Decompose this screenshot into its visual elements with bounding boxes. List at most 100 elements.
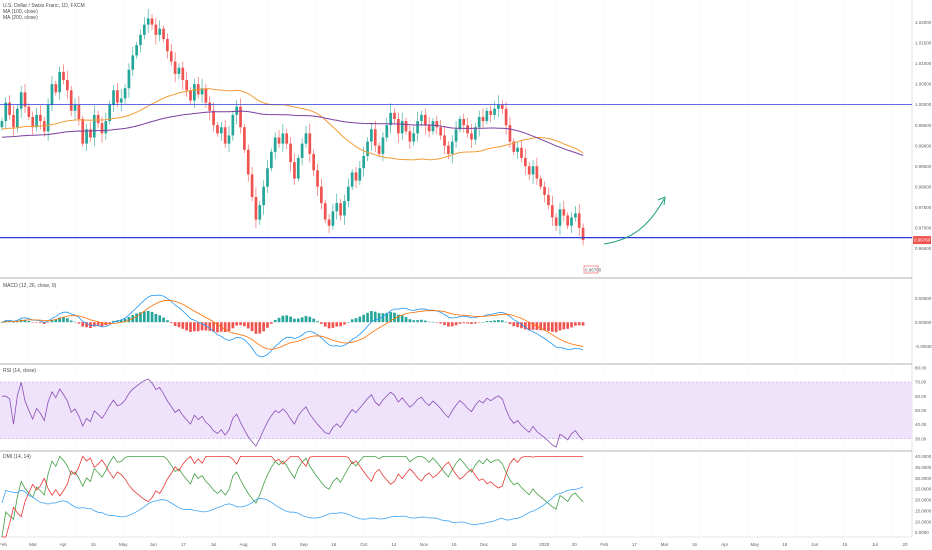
candle-body	[339, 203, 342, 216]
macd-bar	[235, 322, 239, 326]
macd-bar	[574, 322, 577, 326]
macd-bar	[547, 322, 550, 332]
macd-bar	[135, 313, 138, 323]
candle-body	[343, 201, 346, 216]
last-price-badge	[913, 236, 931, 245]
macd-bar	[362, 314, 366, 323]
time-tick-label: May	[119, 542, 128, 547]
candle-body	[512, 141, 516, 152]
time-tick-label: 18	[451, 542, 457, 547]
macd-bar	[85, 322, 88, 328]
macd-bar	[123, 318, 127, 323]
rsi-tick-label: 50.00	[915, 408, 927, 413]
candle-body	[285, 133, 289, 144]
macd-bar	[331, 322, 335, 328]
candle-body	[273, 137, 277, 152]
time-tick-label: 16	[512, 542, 518, 547]
candle-body	[154, 24, 158, 35]
macd-bar	[512, 322, 516, 327]
candle-body	[266, 168, 269, 187]
di-minus-line	[1, 455, 584, 538]
candle-body	[166, 38, 169, 52]
candle-body	[31, 116, 35, 128]
macd-bar	[223, 322, 227, 333]
candle-body	[450, 141, 454, 154]
macd-bar	[497, 320, 500, 323]
price-tick-label: 1.02000	[915, 20, 932, 25]
rsi-legend: RSI (14, close)	[3, 368, 36, 374]
macd-bar	[285, 315, 289, 323]
macd-bar	[454, 322, 458, 326]
macd-bar	[273, 319, 277, 323]
candle-body	[470, 133, 473, 140]
candle-body	[458, 119, 462, 130]
candle-body	[423, 114, 427, 126]
macd-bar	[208, 322, 212, 331]
candle-body	[4, 102, 8, 122]
macd-bar	[427, 321, 431, 323]
macd-bar	[485, 321, 489, 323]
candle-body	[89, 129, 92, 138]
time-tick-label: Mar	[29, 542, 37, 547]
rsi-tick-label: 80.00	[915, 365, 927, 370]
macd-bar	[354, 318, 358, 323]
time-tick-label: Apr	[60, 542, 68, 547]
dmi-tick-label: 40.0000	[915, 454, 932, 459]
time-tick-label: 17	[181, 542, 187, 547]
candle-body	[435, 121, 439, 128]
ma200-line	[1, 110, 584, 156]
candle-body	[562, 209, 566, 216]
chart-title: U.S. Dollar / Swiss Franc, 1D, FXCM	[3, 3, 85, 9]
candle-body	[181, 67, 185, 81]
macd-bar	[558, 322, 562, 331]
macd-bar	[177, 322, 181, 328]
macd-bar	[142, 311, 146, 323]
macd-bar	[169, 322, 173, 324]
macd-bar	[231, 322, 235, 329]
macd-bar	[100, 322, 104, 327]
macd-tick-label: 0.00500	[915, 296, 932, 301]
macd-bar	[73, 321, 77, 323]
macd-tick-label: -0.00500	[915, 344, 932, 349]
macd-bar	[550, 322, 554, 332]
macd-bar	[200, 322, 204, 331]
candle-body	[131, 55, 135, 70]
candle-body	[227, 135, 231, 144]
candle-body	[558, 209, 562, 226]
macd-bar	[458, 322, 462, 324]
macd-tick-label: 0.00000	[915, 320, 932, 325]
time-tick-label: Nov	[420, 542, 429, 547]
dmi-tick-label: 35.0000	[915, 465, 932, 470]
candle-body	[377, 145, 381, 154]
macd-legend: MACD (12, 26, close, 9)	[3, 283, 57, 289]
macd-bar	[92, 322, 96, 327]
grid-lines	[0, 0, 913, 538]
rsi-tick-label: 40.00	[915, 422, 927, 427]
time-tick-label: Sep	[300, 542, 309, 547]
candle-body	[547, 194, 550, 206]
macd-bar	[12, 322, 15, 323]
macd-bar	[408, 319, 412, 323]
macd-bar	[373, 311, 377, 323]
macd-bar	[346, 322, 350, 323]
dmi-tick-label: 20.0000	[915, 498, 932, 503]
price-tick-label: 1.01000	[915, 61, 932, 66]
candle-body	[293, 162, 296, 179]
candle-body	[296, 157, 300, 179]
di-plus-line	[1, 455, 584, 538]
candle-body	[231, 114, 235, 136]
macd-bar	[504, 321, 508, 323]
candle-body	[15, 108, 19, 128]
macd-bar	[385, 312, 389, 323]
price-axis: 1.02000 1.01500 1.01000 1.00500 1.00000 0.995…	[915, 20, 932, 251]
candle-body	[389, 112, 392, 126]
macd-bar	[470, 322, 473, 325]
macd-bar	[312, 318, 316, 323]
macd-bar	[566, 322, 570, 329]
macd-bar	[416, 320, 419, 323]
macd-bar	[320, 322, 323, 324]
dmi-tick-label: 30.0000	[915, 476, 932, 481]
macd-bar	[396, 314, 400, 323]
macd-bar	[523, 322, 527, 330]
